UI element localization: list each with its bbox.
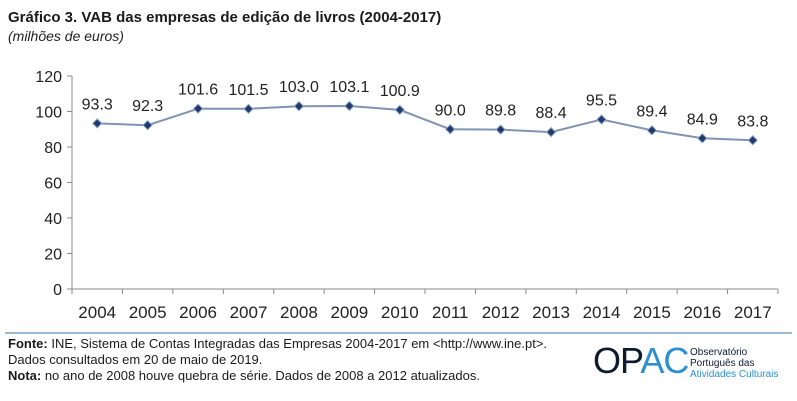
data-point-marker [142,119,153,131]
data-point-marker [495,124,506,135]
data-label: 89.4 [636,103,667,120]
data-point-marker [192,103,204,114]
note-text: no ano de 2008 houve quebra de série. Da… [41,368,480,383]
x-tick-label: 2005 [129,303,167,322]
x-tick-label: 2016 [683,303,721,322]
y-tick-label: 100 [35,105,62,122]
data-point-marker [747,135,758,146]
data-label: 83.8 [737,113,768,130]
data-point-marker [243,103,254,115]
data-label: 100.9 [380,83,420,100]
data-point-marker [697,133,708,144]
data-label: 84.9 [687,111,718,128]
logo-word-op: OP [593,340,641,381]
chart-subtitle: (milhões de euros) [8,28,124,44]
consulted-line: Dados consultados em 20 de maio de 2019. [8,352,263,367]
line-chart: 0 20 40 60 80 100 120 2004 2005 2006 2007 2008 2009 2… [35,69,779,322]
data-point-marker [445,124,456,135]
data-point-marker [92,118,103,129]
x-tick-label: 2007 [230,303,268,322]
note-line: Nota: no ano de 2008 houve quebra de sér… [8,368,547,384]
data-label: 92.3 [132,98,163,115]
x-tick-label: 2011 [432,303,469,322]
x-tick-label: 2012 [482,303,520,322]
y-tick-label: 20 [44,247,62,264]
data-label: 103.0 [279,79,319,96]
y-tick-label: 60 [44,176,62,193]
data-point-marker [293,100,305,112]
data-point-marker [344,100,355,112]
source-label: Fonte: [8,336,48,351]
footer-divider [5,332,792,334]
x-tick-label: 2014 [583,303,621,322]
data-label: 88.4 [536,105,567,122]
data-label: 93.3 [82,96,113,113]
logo-tagline: Observatório Português das Atividades Cu… [690,347,778,380]
data-label: 90.0 [435,102,466,119]
footer-notes: Fonte: INE, Sistema de Contas Integradas… [8,336,547,384]
data-point-marker [545,126,557,138]
x-tick-label: 2013 [532,303,570,322]
x-tick-label: 2004 [78,303,116,322]
chart-title: Gráfico 3. VAB das empresas de edição de… [8,9,442,26]
logo-tagline-line2: Português das [690,358,755,369]
logo-wordmark: OPAC [593,340,689,381]
x-tick-label: 2017 [734,303,772,322]
data-point-marker [646,125,658,136]
y-tick-label: 80 [44,140,62,157]
y-tick-label: 40 [44,211,62,228]
x-tick-label: 2008 [280,303,318,322]
data-point-marker [394,104,405,116]
data-label: 101.5 [228,82,268,99]
note-label: Nota: [8,368,42,383]
data-label: 103.1 [329,79,369,96]
x-tick-label: 2010 [381,303,419,322]
logo-word-ac: AC [640,340,689,381]
x-tick-label: 2015 [633,303,671,322]
data-label: 95.5 [586,92,617,109]
data-label: 101.6 [178,82,218,99]
source-line: Fonte: INE, Sistema de Contas Integradas… [8,336,547,352]
data-label: 89.8 [485,103,516,120]
series-line [97,104,753,142]
logo-tagline-line1: Observatório [690,347,748,358]
source-text: INE, Sistema de Contas Integradas das Em… [47,336,548,351]
logo-tagline-line3: Atividades Culturais [690,369,779,380]
x-tick-label: 2006 [179,303,217,322]
y-tick-label: 0 [53,282,62,299]
y-tick-label: 120 [35,69,62,86]
data-point-marker [596,114,607,125]
x-tick-label: 2009 [330,303,368,322]
